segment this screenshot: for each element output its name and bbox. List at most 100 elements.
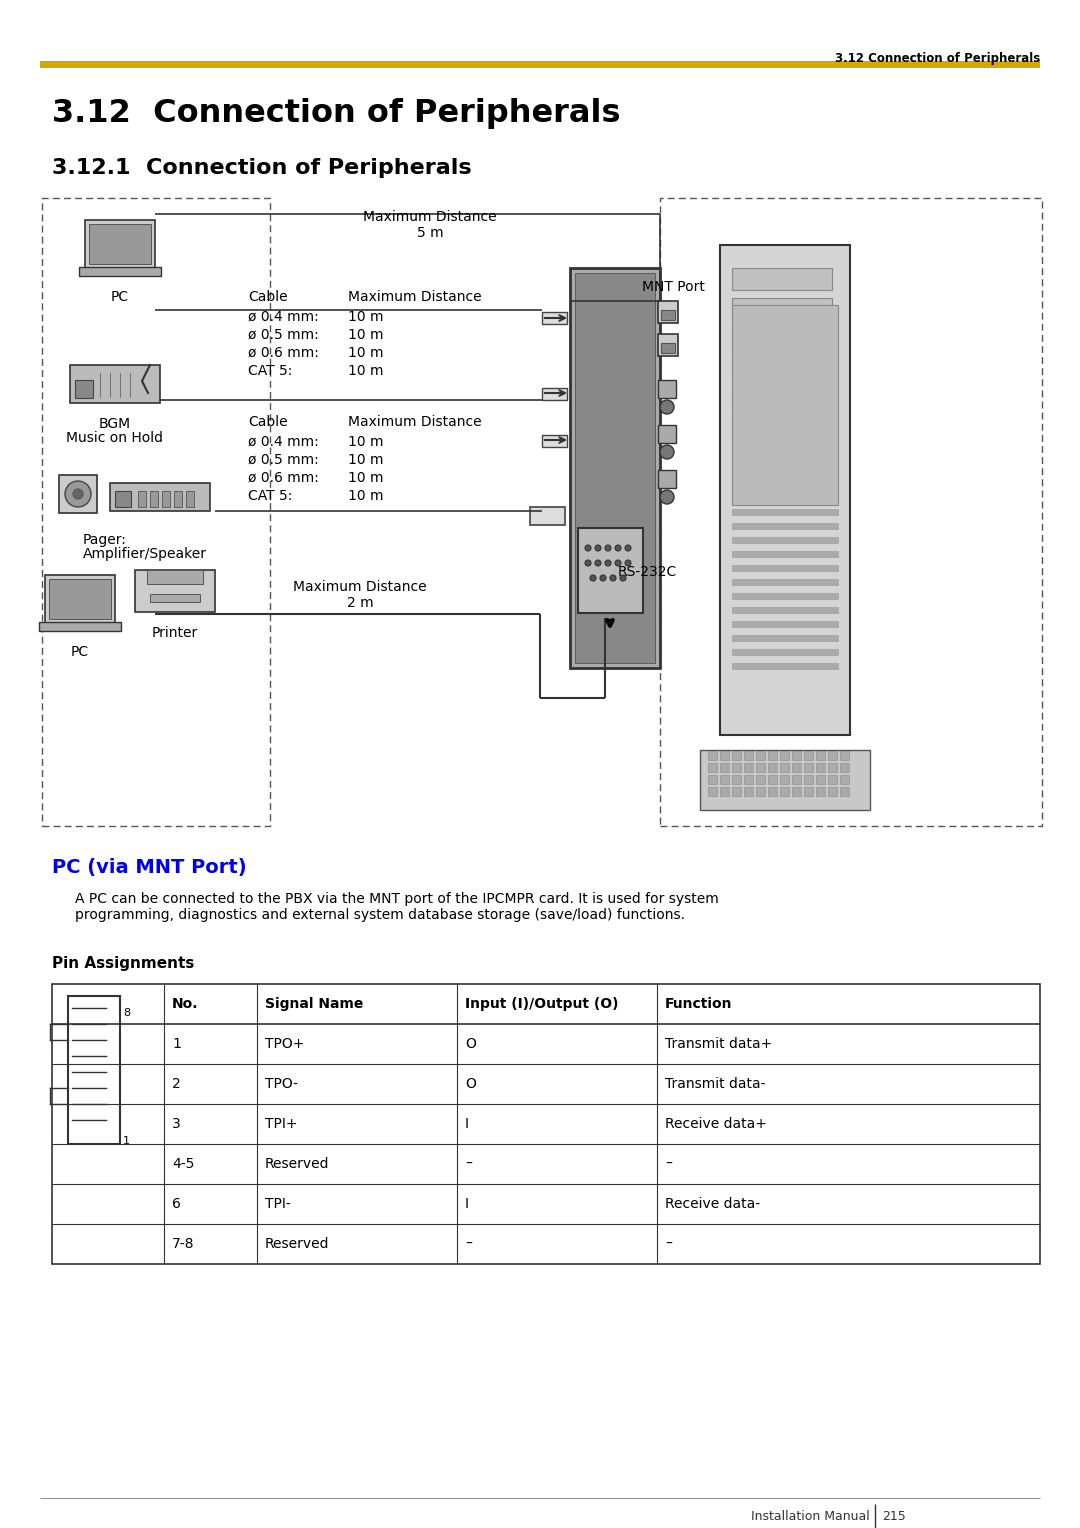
Bar [732,552,838,558]
Bar [70,365,160,403]
Bar [744,775,753,784]
Circle shape [610,575,616,581]
Text: Cable: Cable [248,416,287,429]
Text: ø 0.5 mm:: ø 0.5 mm: [248,329,319,342]
Bar [840,762,849,772]
Bar [542,435,567,448]
Bar [39,622,121,631]
Circle shape [595,545,600,552]
Bar [542,388,567,400]
Text: I: I [465,1196,469,1212]
Text: ø 0.6 mm:: ø 0.6 mm: [248,345,319,361]
Circle shape [615,559,621,565]
Bar [700,750,870,810]
Text: –: – [465,1238,472,1251]
Bar [732,358,832,380]
Bar [708,762,717,772]
Text: Maximum Distance: Maximum Distance [348,416,482,429]
Bar [744,750,753,759]
Bar [732,329,832,350]
Bar [575,274,654,663]
Bar [732,267,832,290]
Bar [732,523,838,529]
Circle shape [590,575,596,581]
Text: 4-5: 4-5 [172,1157,194,1170]
Bar [732,565,838,571]
Text: RS-232C: RS-232C [618,565,677,579]
Bar [804,762,813,772]
Text: Function: Function [665,996,732,1012]
Bar [658,301,678,322]
Bar [732,593,838,599]
Bar [42,199,270,827]
Text: 6: 6 [172,1196,180,1212]
Circle shape [585,545,591,552]
Circle shape [585,559,591,565]
Bar [658,471,676,487]
Text: BGM: BGM [99,417,131,431]
Text: Printer: Printer [152,626,198,640]
Bar [756,787,765,796]
Bar [792,750,801,759]
Circle shape [660,490,674,504]
Text: 5 m: 5 m [417,226,443,240]
Bar [768,775,777,784]
Text: I: I [465,1117,469,1131]
Text: ø 0.6 mm:: ø 0.6 mm: [248,471,319,484]
Text: 2: 2 [172,1077,180,1091]
Bar [40,61,1040,69]
Text: 10 m: 10 m [348,310,383,324]
Bar [660,199,1042,827]
Bar [744,787,753,796]
Text: Maximum Distance: Maximum Distance [293,581,427,594]
Bar [816,775,825,784]
Text: No.: No. [172,996,199,1012]
Bar [732,579,838,585]
Bar [138,490,146,507]
Circle shape [595,559,600,565]
Bar [658,425,676,443]
Bar [186,490,194,507]
Circle shape [605,559,611,565]
Bar [732,636,838,642]
Circle shape [65,481,91,507]
Bar [720,244,850,735]
Bar [720,750,729,759]
Bar [89,225,151,264]
Text: 215: 215 [882,1510,906,1522]
Text: Installation Manual: Installation Manual [752,1510,870,1522]
Text: –: – [465,1157,472,1170]
Bar [756,775,765,784]
Text: CAT 5:: CAT 5: [248,364,293,377]
Bar [816,750,825,759]
Text: PC: PC [111,290,130,304]
Bar [720,775,729,784]
Text: TPI-: TPI- [265,1196,291,1212]
Circle shape [625,545,631,552]
Bar [828,750,837,759]
Text: TPO-: TPO- [265,1077,298,1091]
Bar [661,310,675,319]
Text: Cable: Cable [248,290,287,304]
Bar [732,620,838,626]
Text: 10 m: 10 m [348,345,383,361]
Bar [45,575,114,623]
Bar [768,787,777,796]
Bar [804,775,813,784]
Text: Signal Name: Signal Name [265,996,363,1012]
Text: MNT Port: MNT Port [642,280,705,293]
Text: Transmit data+: Transmit data+ [665,1038,772,1051]
Text: O: O [465,1077,476,1091]
Circle shape [660,445,674,458]
Bar [780,750,789,759]
Bar [792,762,801,772]
Bar [661,342,675,353]
Bar [732,536,838,542]
Bar [52,984,1040,1264]
Text: 3.12.1  Connection of Peripherals: 3.12.1 Connection of Peripherals [52,157,472,177]
Bar [174,490,183,507]
Bar [840,750,849,759]
Bar [570,267,660,668]
Bar [147,570,203,584]
Text: Receive data-: Receive data- [665,1196,760,1212]
